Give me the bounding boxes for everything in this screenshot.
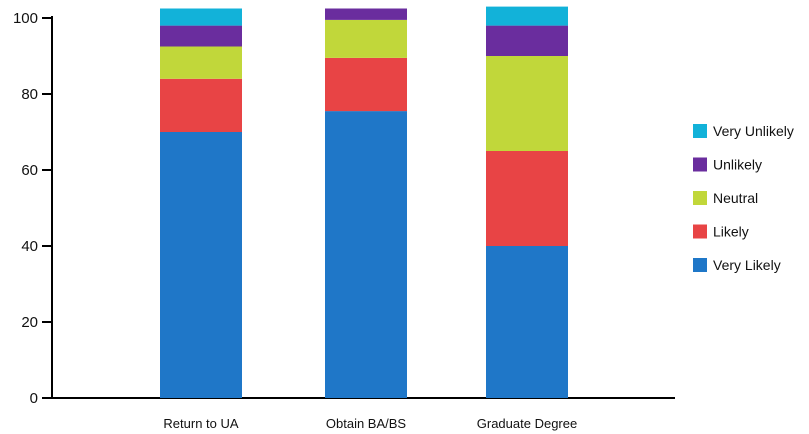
legend-label: Likely [713,224,749,240]
bar-segment-very-likely [486,246,568,398]
y-tick-label: 0 [30,390,38,407]
bar-segment-unlikely [325,8,407,20]
legend-label: Very Unlikely [713,123,794,139]
y-tick-label: 80 [21,86,38,103]
category-labels: Return to UA Obtain BA/BS Graduate Degree [163,416,577,431]
bar-segment-likely [486,151,568,246]
bar-segment-very-unlikely [160,8,242,26]
legend-label: Unlikely [713,157,762,173]
bar-segment-neutral [160,46,242,79]
bar-segment-unlikely [160,25,242,47]
bar-segment-likely [160,78,242,132]
bar-segment-neutral [486,56,568,151]
bar-segment-likely [325,57,407,112]
x-category-label: Graduate Degree [477,416,577,431]
legend-swatch [693,191,707,205]
bar-segment-unlikely [486,25,568,56]
legend: Very Unlikely Unlikely Neutral Likely Very L… [693,123,794,273]
legend-swatch [693,157,707,172]
legend-swatch [693,124,707,138]
y-tick-label: 40 [21,238,38,255]
y-tick-label: 20 [21,314,38,331]
bar-segment-very-likely [160,132,242,398]
legend-swatch [693,258,707,272]
legend-label: Very Likely [713,257,781,273]
bar-segment-neutral [325,19,407,58]
bar-segment-very-likely [325,111,407,398]
bars [160,6,568,398]
legend-swatch [693,224,707,239]
x-category-label: Obtain BA/BS [326,416,407,431]
x-category-label: Return to UA [163,416,238,431]
legend-label: Neutral [713,190,758,206]
y-axis: 0 20 40 60 80 100 [13,10,53,407]
bar-segment-very-unlikely [486,6,568,26]
y-tick-label: 60 [21,162,38,179]
y-tick-label: 100 [13,10,38,27]
